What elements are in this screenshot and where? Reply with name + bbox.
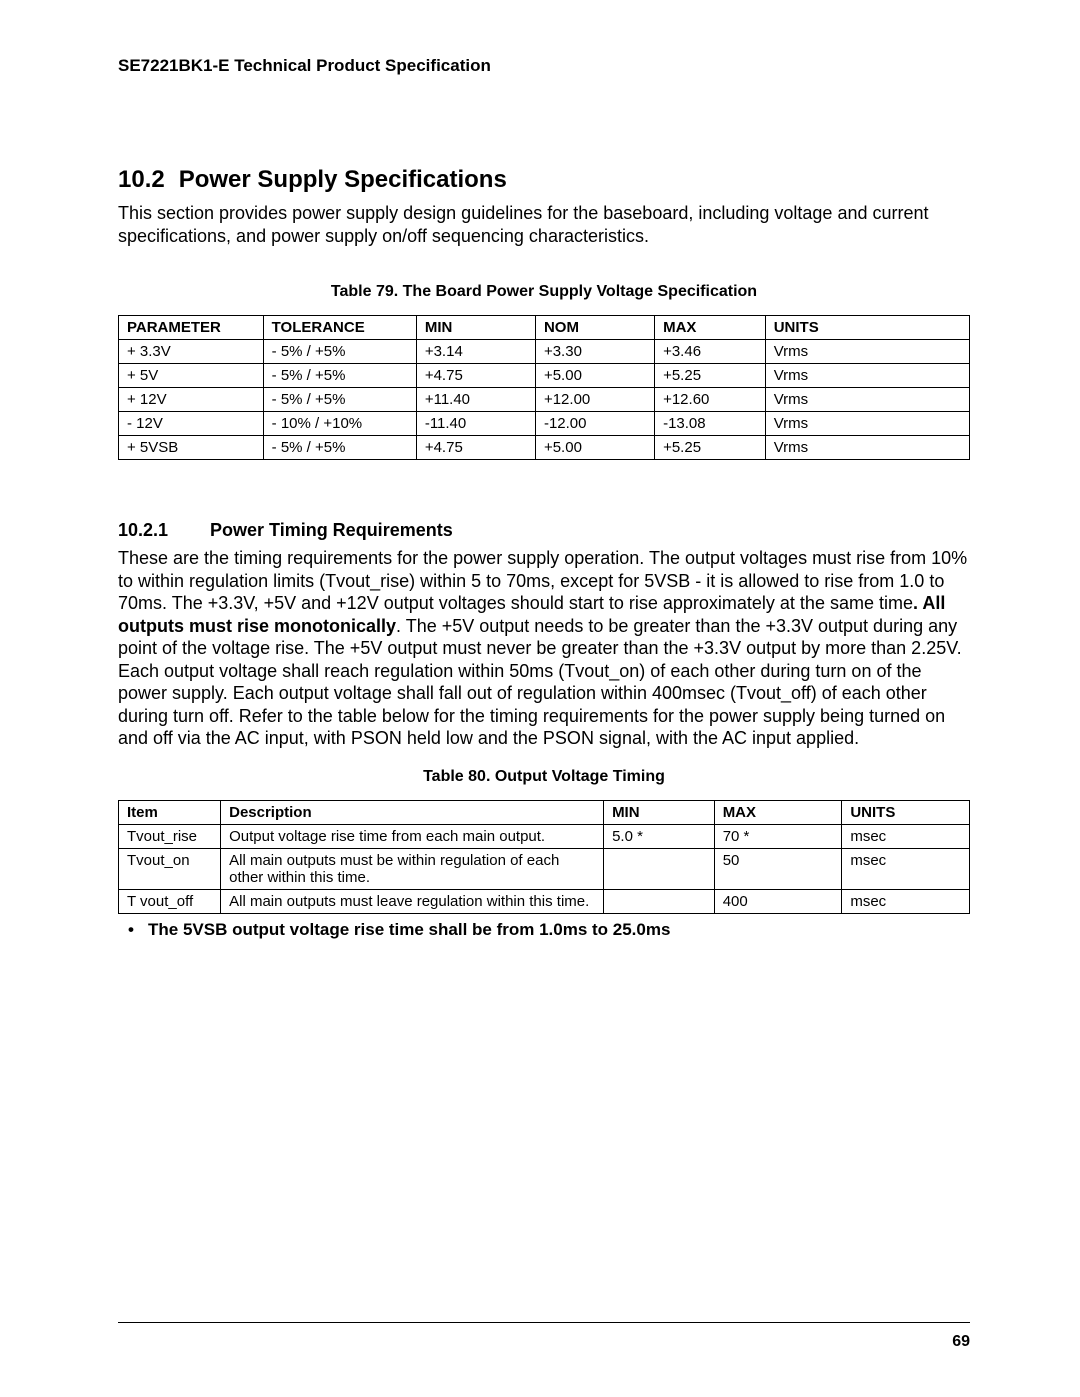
- table-cell: All main outputs must leave regulation w…: [221, 889, 604, 913]
- table-row: + 5VSB- 5% / +5%+4.75+5.00+5.25Vrms: [119, 436, 970, 460]
- table-row: + 5V- 5% / +5%+4.75+5.00+5.25Vrms: [119, 364, 970, 388]
- table-cell: - 5% / +5%: [263, 340, 416, 364]
- table-row: - 12V- 10% / +10%-11.40-12.00-13.08Vrms: [119, 412, 970, 436]
- table-header-cell: Description: [221, 800, 604, 824]
- table-row: Tvout_onAll main outputs must be within …: [119, 848, 970, 889]
- table-header-cell: MIN: [604, 800, 715, 824]
- page: SE7221BK1-E Technical Product Specificat…: [0, 0, 1080, 1397]
- table-cell: Output voltage rise time from each main …: [221, 824, 604, 848]
- table-cell: 5.0 *: [604, 824, 715, 848]
- table-cell: + 5VSB: [119, 436, 264, 460]
- document-header: SE7221BK1-E Technical Product Specificat…: [118, 56, 970, 76]
- table-header-row: PARAMETERTOLERANCEMINNOMMAXUNITS: [119, 316, 970, 340]
- table-cell: +5.00: [535, 436, 654, 460]
- table-cell: 70 *: [714, 824, 842, 848]
- subsection-paragraph: These are the timing requirements for th…: [118, 547, 970, 750]
- table-cell: + 12V: [119, 388, 264, 412]
- table-cell: Vrms: [765, 340, 969, 364]
- table-cell: +5.25: [655, 364, 766, 388]
- table-header-cell: MAX: [655, 316, 766, 340]
- table-cell: Tvout_rise: [119, 824, 221, 848]
- section-intro: This section provides power supply desig…: [118, 202, 970, 247]
- table-cell: msec: [842, 889, 970, 913]
- table-cell: +3.30: [535, 340, 654, 364]
- table-cell: +11.40: [416, 388, 535, 412]
- table-cell: - 5% / +5%: [263, 436, 416, 460]
- table-cell: 400: [714, 889, 842, 913]
- table-cell: Vrms: [765, 412, 969, 436]
- section-title: Power Supply Specifications: [179, 166, 507, 193]
- table-cell: -12.00: [535, 412, 654, 436]
- table-header-cell: MAX: [714, 800, 842, 824]
- table-header-cell: Item: [119, 800, 221, 824]
- section-heading: 10.2 Power Supply Specifications: [118, 166, 970, 194]
- table-cell: All main outputs must be within regulati…: [221, 848, 604, 889]
- table-cell: 50: [714, 848, 842, 889]
- table-row: + 12V- 5% / +5%+11.40+12.00+12.60Vrms: [119, 388, 970, 412]
- table80-caption: Table 80. Output Voltage Timing: [118, 768, 970, 786]
- section-number: 10.2: [118, 166, 165, 194]
- table-cell: msec: [842, 848, 970, 889]
- table-cell: + 5V: [119, 364, 264, 388]
- table-header-cell: UNITS: [842, 800, 970, 824]
- table80: ItemDescriptionMINMAXUNITS Tvout_riseOut…: [118, 800, 970, 914]
- table-row: + 3.3V- 5% / +5%+3.14+3.30+3.46Vrms: [119, 340, 970, 364]
- table-cell: [604, 889, 715, 913]
- table-cell: +3.46: [655, 340, 766, 364]
- table-header-row: ItemDescriptionMINMAXUNITS: [119, 800, 970, 824]
- table-cell: +4.75: [416, 436, 535, 460]
- table-cell: +5.00: [535, 364, 654, 388]
- table-cell: Tvout_on: [119, 848, 221, 889]
- table-cell: Vrms: [765, 364, 969, 388]
- table-cell: msec: [842, 824, 970, 848]
- table79-caption: Table 79. The Board Power Supply Voltage…: [118, 283, 970, 301]
- table79: PARAMETERTOLERANCEMINNOMMAXUNITS + 3.3V-…: [118, 315, 970, 460]
- table-cell: +3.14: [416, 340, 535, 364]
- table-cell: +5.25: [655, 436, 766, 460]
- table-row: T vout_offAll main outputs must leave re…: [119, 889, 970, 913]
- table-cell: -11.40: [416, 412, 535, 436]
- table-row: Tvout_riseOutput voltage rise time from …: [119, 824, 970, 848]
- subsection-number: 10.2.1: [118, 520, 210, 541]
- table-cell: +12.00: [535, 388, 654, 412]
- table-header-cell: TOLERANCE: [263, 316, 416, 340]
- para-pre: These are the timing requirements for th…: [118, 548, 967, 613]
- table-header-cell: MIN: [416, 316, 535, 340]
- table-cell: Vrms: [765, 436, 969, 460]
- footnote-bullet: The 5VSB output voltage rise time shall …: [148, 920, 970, 940]
- table-cell: - 5% / +5%: [263, 364, 416, 388]
- page-number: 69: [952, 1333, 970, 1351]
- table-cell: - 5% / +5%: [263, 388, 416, 412]
- table-cell: +4.75: [416, 364, 535, 388]
- table-cell: - 10% / +10%: [263, 412, 416, 436]
- table-cell: -13.08: [655, 412, 766, 436]
- table-cell: T vout_off: [119, 889, 221, 913]
- table-header-cell: PARAMETER: [119, 316, 264, 340]
- table-cell: Vrms: [765, 388, 969, 412]
- table-header-cell: UNITS: [765, 316, 969, 340]
- table-cell: +12.60: [655, 388, 766, 412]
- subsection-title: Power Timing Requirements: [210, 520, 453, 540]
- table-cell: + 3.3V: [119, 340, 264, 364]
- footer-rule: [118, 1322, 970, 1323]
- table-header-cell: NOM: [535, 316, 654, 340]
- subsection-heading: 10.2.1Power Timing Requirements: [118, 520, 970, 541]
- table-cell: - 12V: [119, 412, 264, 436]
- table-cell: [604, 848, 715, 889]
